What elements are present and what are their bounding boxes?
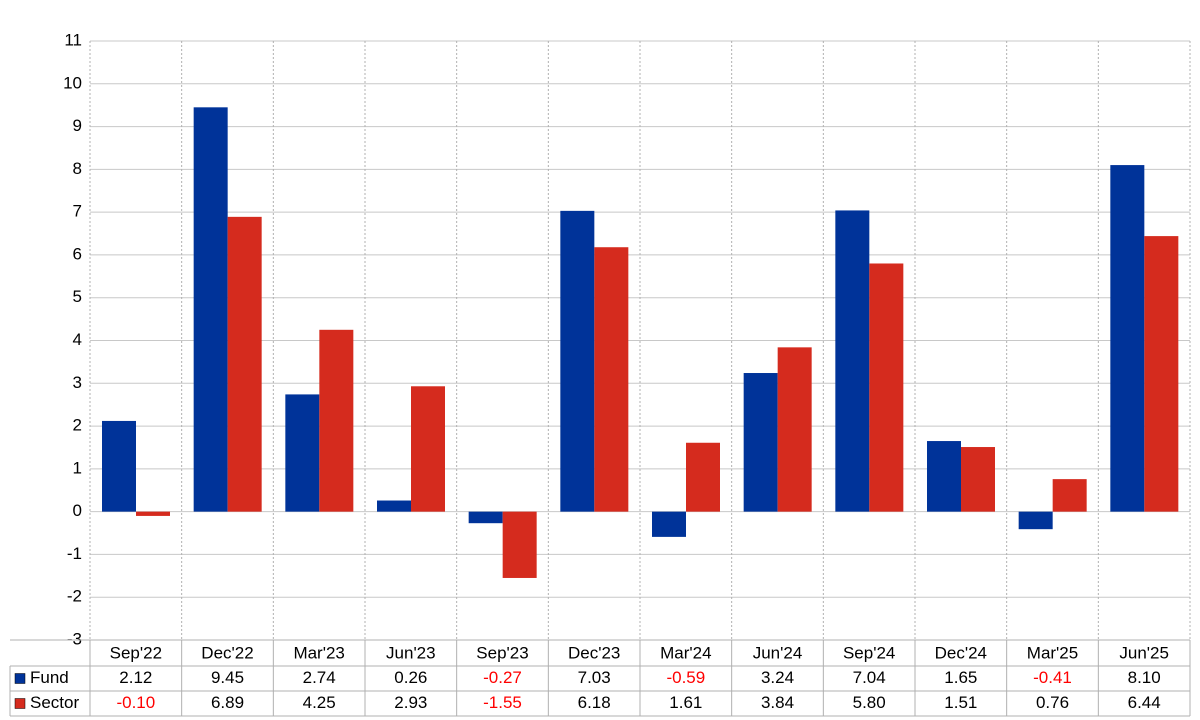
- legend-swatch: [14, 673, 26, 684]
- bar: [411, 386, 445, 512]
- table-value: 4.25: [303, 693, 336, 712]
- x-tick-label: Sep'22: [110, 643, 162, 662]
- y-tick-label: 6: [73, 244, 82, 263]
- bar: [502, 511, 537, 578]
- table-value: 1.65: [944, 668, 977, 687]
- bar: [961, 447, 995, 512]
- y-tick-label: 7: [73, 202, 82, 221]
- bar: [319, 329, 354, 512]
- table-value: 2.74: [303, 668, 336, 687]
- bar: [285, 394, 320, 512]
- table-value: 1.61: [669, 693, 702, 712]
- legend-label: Sector: [30, 693, 79, 712]
- bar: [743, 373, 778, 512]
- bar: [136, 511, 170, 516]
- x-tick-label: Jun'23: [386, 643, 436, 662]
- table-value: 2.12: [119, 668, 152, 687]
- table-value: 1.51: [944, 693, 977, 712]
- legend-label: Fund: [30, 668, 69, 687]
- x-tick-label: Sep'24: [843, 643, 895, 662]
- x-tick-label: Jun'25: [1119, 643, 1169, 662]
- table-value: 9.45: [211, 668, 244, 687]
- bar: [927, 441, 961, 512]
- table-value: 3.84: [761, 693, 794, 712]
- table-value: 3.24: [761, 668, 794, 687]
- y-tick-label: -2: [67, 587, 82, 606]
- x-tick-label: Dec'22: [201, 643, 253, 662]
- bar: [686, 442, 720, 512]
- bar: [1052, 479, 1087, 512]
- bar: [193, 107, 228, 512]
- x-tick-label: Mar'24: [660, 643, 711, 662]
- bar: [835, 210, 870, 512]
- y-tick-label: 2: [73, 416, 82, 435]
- table-value: 8.10: [1128, 668, 1161, 687]
- bar: [377, 500, 411, 512]
- bar: [560, 210, 595, 512]
- x-tick-label: Mar'23: [293, 643, 344, 662]
- y-tick-label: 10: [63, 73, 82, 92]
- y-tick-label: 9: [73, 116, 82, 135]
- table-value: 7.03: [578, 668, 611, 687]
- x-tick-label: Jun'24: [753, 643, 803, 662]
- table-value: -0.27: [483, 668, 522, 687]
- table-value: 6.89: [211, 693, 244, 712]
- y-tick-label: 1: [73, 458, 82, 477]
- table-value: -1.55: [483, 693, 522, 712]
- table-value: 6.44: [1128, 693, 1161, 712]
- y-tick-label: 4: [73, 330, 82, 349]
- y-tick-label: -1: [67, 544, 82, 563]
- table-value: 0.26: [394, 668, 427, 687]
- bar: [869, 263, 904, 512]
- y-tick-label: -3: [67, 629, 82, 648]
- bar: [1110, 165, 1145, 512]
- bar: [652, 511, 686, 537]
- bar: [1018, 511, 1053, 530]
- bar: [777, 347, 812, 512]
- bar: [468, 511, 503, 524]
- y-tick-label: 8: [73, 159, 82, 178]
- y-tick-label: 5: [73, 287, 82, 306]
- y-tick-label: 0: [73, 501, 82, 520]
- y-tick-label: 3: [73, 373, 82, 392]
- table-value: -0.41: [1033, 668, 1072, 687]
- x-tick-label: Dec'23: [568, 643, 620, 662]
- x-tick-label: Dec'24: [935, 643, 987, 662]
- table-value: -0.59: [666, 668, 705, 687]
- x-tick-label: Mar'25: [1027, 643, 1078, 662]
- table-value: 2.93: [394, 693, 427, 712]
- table-value: 5.80: [853, 693, 886, 712]
- legend-swatch: [14, 698, 26, 709]
- table-value: 7.04: [853, 668, 886, 687]
- x-tick-label: Sep'23: [476, 643, 528, 662]
- bar: [594, 247, 629, 512]
- bar: [227, 216, 262, 512]
- table-value: 0.76: [1036, 693, 1069, 712]
- bar: [102, 420, 136, 512]
- table-value: 6.18: [578, 693, 611, 712]
- table-value: -0.10: [116, 693, 155, 712]
- bar: [1144, 236, 1179, 512]
- y-tick-label: 11: [64, 30, 82, 49]
